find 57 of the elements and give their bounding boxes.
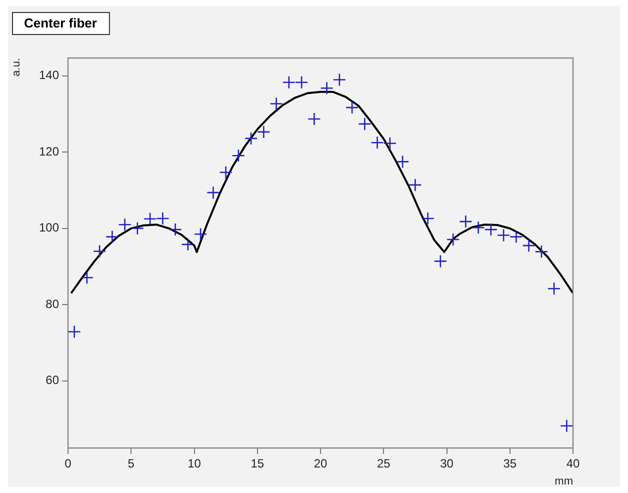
- point: [358, 117, 372, 131]
- chart-title: Center fiber: [24, 16, 97, 31]
- point: [534, 245, 548, 258]
- y-tick-label: 100: [38, 220, 60, 235]
- point: [446, 232, 460, 246]
- point: [560, 419, 573, 433]
- x-tick-label: 40: [566, 456, 580, 471]
- point: [496, 228, 510, 242]
- point: [143, 212, 157, 226]
- point: [168, 222, 182, 236]
- point: [522, 238, 536, 252]
- y-tick-label: 80: [46, 296, 60, 311]
- point: [294, 76, 308, 90]
- point: [484, 222, 498, 236]
- x-tick-label: 5: [128, 456, 135, 471]
- y-axis-title: a.u.: [10, 58, 23, 76]
- point: [421, 212, 434, 226]
- point: [408, 178, 422, 192]
- point: [510, 230, 523, 244]
- point: [156, 212, 170, 226]
- point: [206, 186, 220, 200]
- x-tick-label: 25: [376, 456, 391, 471]
- point: [396, 155, 410, 168]
- point: [345, 100, 359, 114]
- point: [308, 112, 321, 126]
- x-tick-label: 35: [503, 456, 517, 471]
- point: [244, 132, 258, 146]
- point: [68, 325, 81, 338]
- x-tick-label: 15: [250, 456, 264, 471]
- point: [383, 136, 397, 150]
- x-axis-title: mm: [554, 475, 573, 488]
- point: [282, 76, 296, 90]
- x-tick-label: 10: [188, 456, 202, 471]
- point: [434, 254, 448, 268]
- point: [92, 244, 106, 258]
- point: [219, 166, 232, 180]
- y-tick-label: 60: [46, 373, 60, 388]
- point: [181, 238, 195, 252]
- point: [257, 125, 270, 139]
- point: [270, 97, 283, 110]
- point: [459, 214, 472, 228]
- point: [547, 282, 561, 296]
- point: [194, 227, 208, 241]
- point: [118, 218, 132, 232]
- y-tick-label: 140: [38, 68, 60, 82]
- x-tick-label: 0: [64, 456, 72, 471]
- point: [472, 221, 485, 234]
- x-tick-label: 20: [314, 456, 328, 471]
- x-tick-label: 30: [440, 456, 454, 471]
- point: [232, 148, 246, 162]
- point: [106, 230, 119, 244]
- point: [320, 81, 334, 95]
- point: [130, 222, 144, 236]
- y-tick-label: 120: [38, 144, 60, 158]
- point: [332, 73, 346, 86]
- point: [370, 136, 384, 150]
- point: [80, 270, 94, 284]
